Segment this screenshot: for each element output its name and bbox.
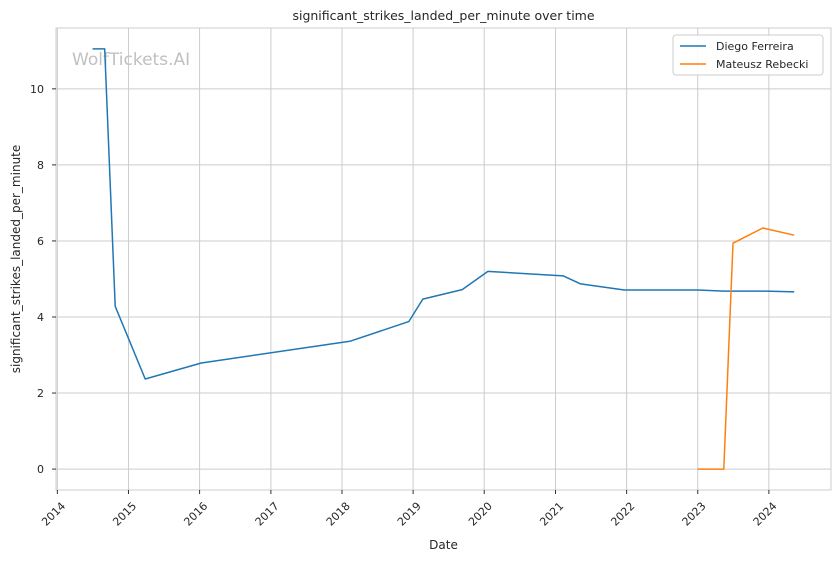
y-tick-label: 10 [30, 83, 44, 96]
y-tick-label: 0 [37, 463, 44, 476]
grid [56, 28, 831, 490]
series-line-mateusz-rebecki [697, 227, 795, 470]
series-layer [92, 48, 795, 470]
series-line-diego-ferreira [92, 48, 795, 380]
plot-frame [55, 27, 832, 491]
legend: Diego Ferreira Mateusz Rebecki [672, 34, 824, 76]
legend-label: Diego Ferreira [716, 40, 794, 53]
chart-title: significant_strikes_landed_per_minute ov… [292, 8, 594, 23]
y-tick-label: 4 [37, 311, 44, 324]
watermark: WolfTickets.AI [72, 50, 190, 70]
y-axis-title: significant_strikes_landed_per_minute [9, 145, 23, 374]
y-tick-label: 8 [37, 159, 44, 172]
legend-label: Mateusz Rebecki [716, 58, 808, 71]
y-tick-label: 6 [37, 235, 44, 248]
y-axis-ticks: 0 2 4 6 8 10 [30, 83, 56, 476]
x-axis-title: Date [429, 538, 458, 552]
legend-box [672, 34, 824, 76]
y-tick-label: 2 [37, 387, 44, 400]
